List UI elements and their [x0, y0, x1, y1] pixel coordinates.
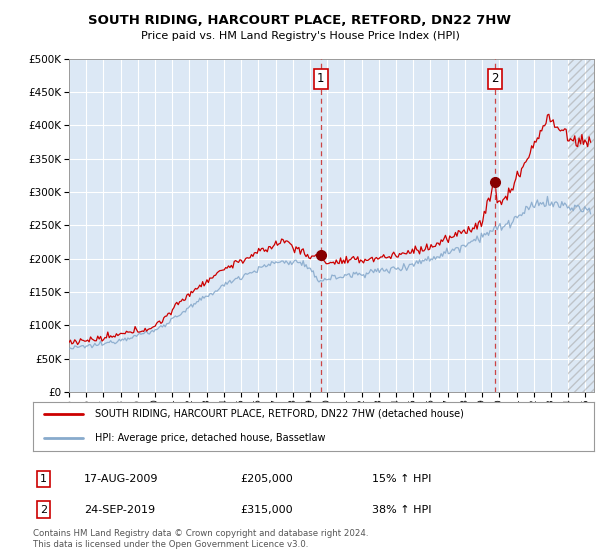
Text: HPI: Average price, detached house, Bassetlaw: HPI: Average price, detached house, Bass…	[95, 433, 325, 444]
Text: 15% ↑ HPI: 15% ↑ HPI	[372, 474, 431, 484]
Text: 2: 2	[491, 72, 499, 85]
Text: SOUTH RIDING, HARCOURT PLACE, RETFORD, DN22 7HW (detached house): SOUTH RIDING, HARCOURT PLACE, RETFORD, D…	[95, 409, 464, 419]
Text: 2: 2	[40, 505, 47, 515]
Text: Price paid vs. HM Land Registry's House Price Index (HPI): Price paid vs. HM Land Registry's House …	[140, 31, 460, 41]
Text: 1: 1	[40, 474, 47, 484]
Text: 38% ↑ HPI: 38% ↑ HPI	[372, 505, 431, 515]
Text: 17-AUG-2009: 17-AUG-2009	[84, 474, 158, 484]
Text: 1: 1	[317, 72, 325, 85]
Text: Contains HM Land Registry data © Crown copyright and database right 2024.
This d: Contains HM Land Registry data © Crown c…	[33, 529, 368, 549]
Text: 24-SEP-2019: 24-SEP-2019	[84, 505, 155, 515]
Text: £205,000: £205,000	[240, 474, 293, 484]
Text: SOUTH RIDING, HARCOURT PLACE, RETFORD, DN22 7HW: SOUTH RIDING, HARCOURT PLACE, RETFORD, D…	[89, 14, 511, 27]
Text: £315,000: £315,000	[240, 505, 293, 515]
